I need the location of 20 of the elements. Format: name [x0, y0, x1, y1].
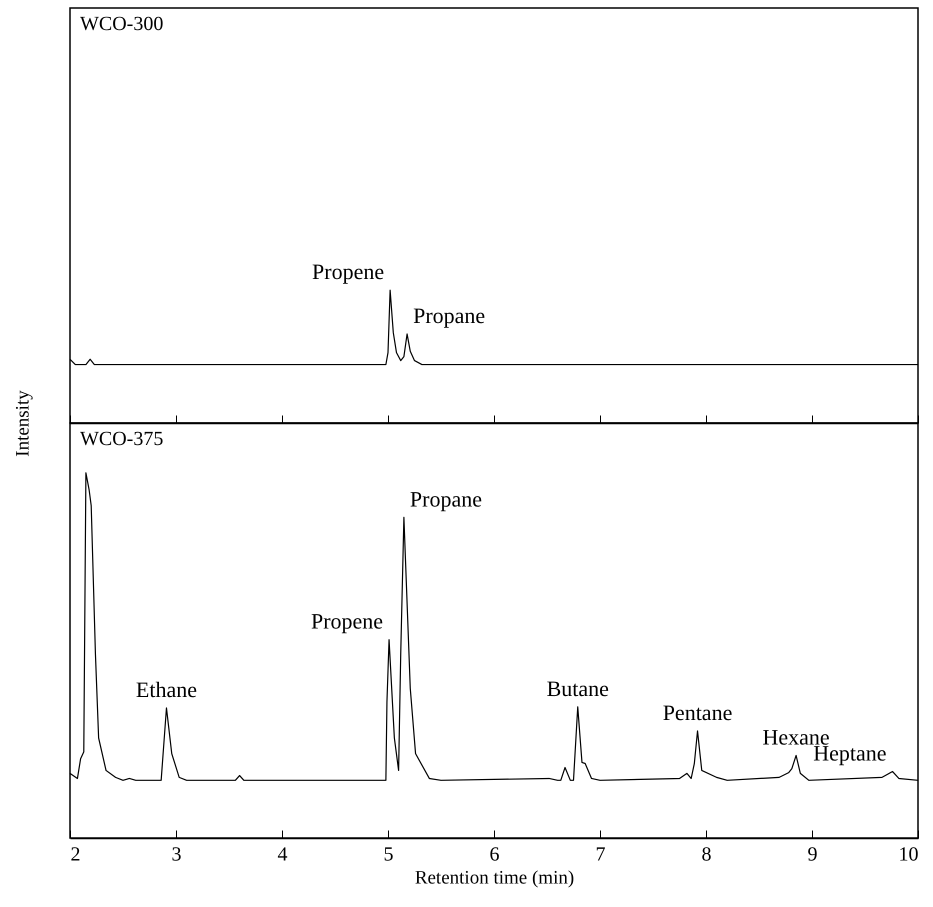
- x-tick-label: 2: [70, 844, 80, 866]
- y-axis-title: Intensity: [12, 390, 34, 457]
- annotation: Propane: [410, 486, 482, 512]
- x-tick-label: 7: [596, 844, 606, 866]
- x-tick-label: 6: [490, 844, 500, 866]
- annotation: Propene: [312, 259, 384, 284]
- x-tick-label: 4: [278, 844, 288, 866]
- x-axis-title: Retention time (min): [414, 868, 574, 888]
- x-tick-label: 9: [808, 844, 818, 866]
- annotation: Ethane: [136, 676, 198, 702]
- annotation: Pentane: [662, 700, 732, 725]
- x-tick-label: 8: [702, 844, 712, 866]
- annotation: Propene: [310, 608, 384, 634]
- x-tick-label: 3: [172, 844, 182, 866]
- annotation: Propane: [413, 303, 486, 328]
- chart-title: WCO-375: [80, 428, 164, 450]
- annotation: Butane: [546, 676, 609, 701]
- chart-title: WCO-300: [80, 13, 164, 35]
- x-tick-label: 10: [898, 844, 918, 866]
- x-tick-label: 5: [384, 844, 394, 866]
